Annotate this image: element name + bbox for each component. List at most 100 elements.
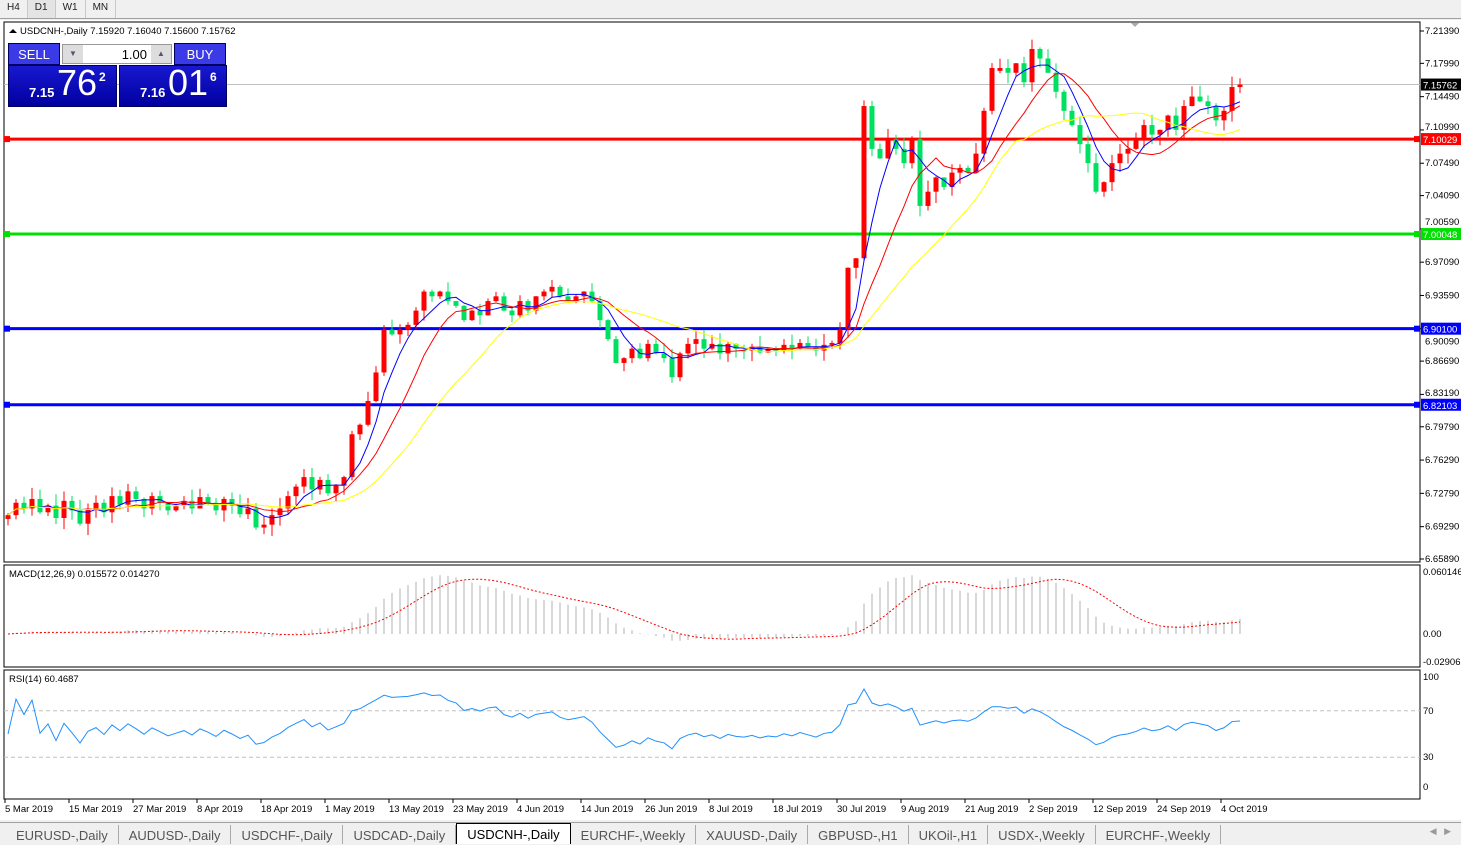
candle-body	[1205, 101, 1211, 107]
candle-body	[149, 496, 155, 509]
candle-body	[109, 496, 115, 513]
chart-tab[interactable]: USDCNH-,Daily	[456, 823, 571, 844]
chart-tab[interactable]: EURCHF-,Weekly	[571, 825, 697, 844]
candle-body	[1213, 106, 1219, 121]
chart-tab[interactable]: UKOil-,H1	[909, 825, 989, 844]
candle-body	[189, 500, 195, 509]
date-axis-label: 21 Aug 2019	[965, 804, 1018, 815]
lot-increase-icon[interactable]: ▲	[151, 45, 171, 63]
candle-body	[165, 502, 171, 511]
candle-body	[973, 153, 979, 173]
chart-tab[interactable]: AUDUSD-,Daily	[119, 825, 232, 844]
candle-body	[549, 286, 555, 292]
date-axis-label: 23 May 2019	[453, 804, 508, 815]
date-axis-label: 5 Mar 2019	[5, 804, 53, 815]
level-price-badge	[1421, 398, 1461, 411]
lot-value[interactable]: 1.00	[121, 47, 147, 62]
level-handle	[4, 231, 10, 238]
price-axis-label: 7.10990	[1425, 122, 1459, 133]
level-price-badge	[1421, 133, 1461, 146]
candle-body	[405, 324, 411, 330]
macd-axis-label: 0.060146	[1423, 567, 1461, 578]
sell-button[interactable]: SELL	[8, 43, 60, 65]
candle-body	[269, 515, 275, 525]
candle-body	[1101, 182, 1107, 192]
candle-body	[421, 291, 427, 311]
candle-body	[381, 329, 387, 373]
candle-body	[29, 498, 35, 509]
timeframe-w1[interactable]: W1	[56, 0, 86, 18]
buy-price[interactable]: 7.16 01 6	[119, 62, 227, 107]
buy-price-prefix: 7.16	[140, 85, 166, 100]
one-click-trading-panel: SELL ▼ 1.00 ▲ BUY 7.15 76 2 7.16 01 6	[8, 43, 228, 107]
candle-body	[253, 508, 259, 528]
candle-body	[1093, 163, 1099, 192]
candle-body	[661, 353, 667, 359]
buy-button[interactable]: BUY	[174, 43, 226, 65]
candle-body	[1021, 63, 1027, 83]
candle-body	[21, 502, 27, 509]
date-axis-label: 14 Jun 2019	[581, 804, 633, 815]
candle-body	[957, 167, 963, 173]
candle-body	[437, 291, 443, 297]
candle-body	[445, 291, 451, 302]
level-price-label: 6.90100	[1423, 325, 1457, 336]
date-axis-label: 12 Sep 2019	[1093, 804, 1147, 815]
lot-size-input[interactable]: ▼ 1.00 ▲	[62, 44, 172, 64]
timeframe-h4[interactable]: H4	[0, 0, 28, 18]
chart-tab[interactable]: EURUSD-,Daily	[6, 825, 119, 844]
candle-body	[77, 510, 83, 524]
main-panel-frame	[3, 21, 1421, 563]
rsi-panel-frame	[3, 669, 1421, 800]
candle-body	[325, 479, 331, 494]
price-axis-label: 6.65890	[1425, 554, 1459, 565]
candle-body	[677, 353, 683, 378]
timeframe-mn[interactable]: MN	[86, 0, 117, 18]
chart-tab[interactable]: USDX-,Weekly	[988, 825, 1096, 844]
candle-body	[485, 301, 491, 316]
candle-body	[141, 498, 147, 509]
candle-body	[965, 167, 971, 173]
candle-body	[413, 310, 419, 325]
current-price-badge	[1421, 78, 1461, 91]
price-axis-label: 6.76290	[1425, 455, 1459, 466]
chart-tab[interactable]: USDCAD-,Daily	[343, 825, 457, 844]
tab-scroll-arrows-icon[interactable]: ◀ ▶	[1429, 826, 1451, 836]
sell-price-fraction: 2	[99, 70, 106, 84]
chart-canvas[interactable]: 7.21390 7.17990 7.14490 7.10990 7.07490 7.040…	[0, 20, 1461, 820]
chart-tab[interactable]: XAUUSD-,Daily	[696, 825, 809, 844]
sell-price[interactable]: 7.15 76 2	[8, 62, 117, 107]
chart-tab[interactable]: USDCHF-,Daily	[231, 825, 344, 844]
current-price-label: 7.15762	[1423, 81, 1457, 92]
candle-body	[909, 139, 915, 164]
candle-body	[285, 496, 291, 509]
date-axis-label: 18 Jul 2019	[773, 804, 822, 815]
candle-body	[389, 329, 395, 335]
lot-decrease-icon[interactable]: ▼	[63, 45, 83, 63]
candle-body	[261, 524, 267, 528]
candle-body	[685, 343, 691, 354]
candle-body	[629, 348, 635, 359]
sell-price-pips: 76	[57, 62, 98, 103]
level-price-label: 6.82103	[1423, 401, 1457, 412]
chart-tab[interactable]: GBPUSD-,H1	[808, 825, 909, 844]
date-axis-label: 15 Mar 2019	[69, 804, 122, 815]
candle-body	[701, 339, 707, 349]
price-axis-label: 7.14490	[1425, 92, 1459, 103]
candle-body	[901, 148, 907, 164]
candle-body	[37, 498, 43, 513]
timeframe-d1[interactable]: D1	[27, 0, 56, 18]
candle-body	[101, 502, 107, 513]
price-axis-label: 7.04090	[1425, 191, 1459, 202]
price-axis-label: 7.00590	[1425, 217, 1459, 228]
rsi-axis-label: 70	[1423, 706, 1434, 717]
candle-body	[333, 485, 339, 494]
rsi-axis-label: 30	[1423, 752, 1434, 763]
candle-body	[877, 148, 883, 159]
chart-window[interactable]: 7.21390 7.17990 7.14490 7.10990 7.07490 7.040…	[0, 20, 1461, 820]
candle-body	[1197, 96, 1203, 102]
candle-body	[453, 301, 459, 306]
price-axis-label: 6.79790	[1425, 422, 1459, 433]
chart-tab[interactable]: EURCHF-,Weekly	[1096, 825, 1222, 844]
candle-body	[205, 497, 211, 503]
